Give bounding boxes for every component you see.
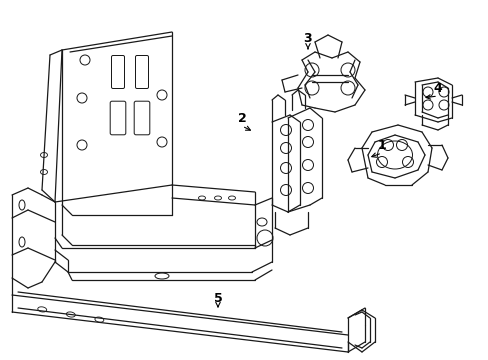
Text: 3: 3 (303, 31, 312, 45)
Text: 5: 5 (213, 292, 222, 305)
Text: 1: 1 (377, 139, 386, 152)
Text: 4: 4 (433, 81, 442, 94)
Text: 2: 2 (237, 112, 246, 125)
